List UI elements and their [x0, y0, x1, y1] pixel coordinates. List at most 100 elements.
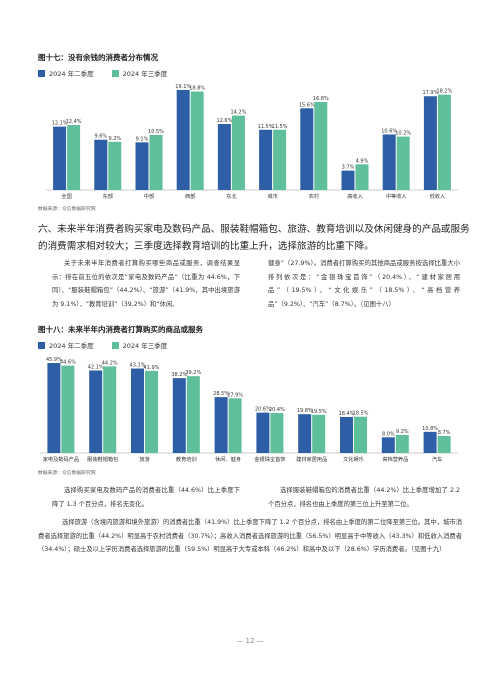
figure-18-data-label: 38.2% — [171, 372, 187, 378]
figure-18-category-label: 汽车 — [432, 455, 442, 463]
figure-17-bar — [149, 135, 163, 190]
figure-17-data-label: 10.5% — [148, 129, 164, 135]
figure-18-bar — [172, 378, 186, 453]
figure-17-bar — [273, 129, 287, 190]
figure-18-legend: 2024 年二季度 2024 年三季度 — [38, 340, 185, 350]
figure-18-data-label: 27.9% — [227, 392, 243, 398]
figure-17-bar — [108, 141, 122, 190]
figure-17-data-label: 9.2% — [108, 136, 121, 142]
figure-18-data-label: 8.7% — [438, 430, 451, 436]
legend-item-q2: 2024 年二季度 — [38, 68, 94, 78]
figure-18-bar — [312, 414, 326, 453]
figure-17-bar — [217, 124, 231, 190]
figure-17-data-label: 12.1% — [52, 121, 68, 127]
figure-17-category-label: 东部 — [103, 192, 113, 200]
figure-18-data-label: 41.9% — [144, 365, 160, 371]
figure-17-bar — [423, 96, 437, 190]
figure-17-title: 图十七：没有余钱的消费者分布情况 — [38, 53, 158, 62]
figure-17-data-label: 17.9% — [422, 90, 438, 96]
legend-swatch-q2 — [38, 341, 45, 349]
figure-18-data-label: 10.8% — [422, 426, 438, 432]
figure-18-bar — [145, 370, 158, 453]
legend-item-q2: 2024 年二季度 — [38, 340, 94, 350]
legend-swatch-q3 — [111, 69, 119, 77]
figure-17-bar — [396, 136, 410, 190]
figure-18-data-label: 19.8% — [297, 408, 313, 414]
figure-18-bar — [437, 435, 451, 453]
figure-17-category-label: 农村 — [309, 192, 319, 200]
figure-17-bar — [341, 170, 355, 190]
figure-17-data-label: 19.1% — [175, 84, 191, 90]
figure-17-bar — [314, 102, 328, 190]
paragraph-left: 关于未来半年消费者打算购买哪些商品或服务，调查结果显示：排在前五位的依次是“家电… — [52, 260, 240, 308]
figure-17-data-label: 18.8% — [189, 86, 205, 92]
figure-18-data-label: 19.5% — [311, 409, 327, 415]
figure-17-category-label: 西部 — [185, 192, 195, 200]
figure-17-source: 数据来源：众信数据研究院 — [38, 207, 96, 212]
figure-18-bar — [89, 370, 103, 453]
figure-18-bar — [131, 368, 144, 453]
figure-17-bar — [135, 142, 149, 190]
page-number: — 12 — — [236, 637, 264, 645]
figure-18-bar — [214, 397, 228, 453]
figure-17-category-label: 中等收入 — [386, 192, 407, 200]
figure-18-category-label: 休闲、健身 — [215, 455, 241, 463]
figure-18-bar — [395, 434, 409, 453]
figure-18-data-label: 39.2% — [185, 370, 201, 376]
figure-18-bar — [381, 437, 395, 453]
figure-18-data-label: 8.0% — [382, 431, 395, 437]
figure-17-data-label: 9.1% — [136, 136, 149, 142]
legend-label-q2: 2024 年二季度 — [49, 342, 94, 350]
figure-18-bar — [256, 412, 270, 453]
figure-17-data-label: 15.6% — [299, 102, 315, 108]
figure-17-bar — [355, 164, 369, 190]
figure-18-bar — [354, 416, 367, 453]
legend-label-q3: 2024 年三季度 — [122, 70, 168, 78]
figure-17-category-label: 中部 — [144, 192, 154, 200]
section-heading: 六、未来半年消费者购买家电及数码产品、服装鞋帽箱包、旅游、教育培训以及休闲健身的… — [38, 224, 470, 252]
figure-17-data-label: 11.5% — [272, 124, 288, 130]
figure-18-category-label: 高档营养品 — [382, 455, 408, 463]
figure-17-data-label: 12.6% — [216, 118, 232, 124]
figure-17-category-label: 全国 — [61, 192, 71, 200]
legend-label-q2: 2024 年二季度 — [49, 70, 94, 78]
figure-18-bar — [340, 416, 353, 453]
figure-18-category-label: 家电及数码产品 — [43, 455, 79, 463]
figure-18-data-label: 18.4% — [339, 411, 355, 417]
figure-17-bar — [94, 139, 108, 190]
figure-18-data-label: 9.2% — [396, 429, 409, 435]
figure-17-bar — [53, 126, 67, 190]
figure-17-data-label: 12.4% — [66, 119, 82, 125]
figure-18-category-label: 金银珠宝首饰 — [254, 455, 285, 463]
figure-18-category-label: 教育培训 — [176, 455, 197, 463]
figure-17-legend: 2024 年二季度 2024 年三季度 — [38, 68, 185, 78]
paragraph2-left: 选择购买家电及数码产品的消费者比重（44.6%）比上季度下降了 1.3 个百分点… — [52, 487, 240, 508]
figure-17-data-label: 4.9% — [356, 158, 369, 164]
figure-18-category-label: 文化娱乐 — [343, 455, 364, 463]
figure-17-data-label: 11.5% — [258, 124, 274, 130]
figure-17-data-label: 10.2% — [395, 131, 411, 137]
figure-18-bar — [228, 398, 242, 453]
figure-17-category-label: 城市 — [267, 192, 277, 200]
figure-17-bar — [67, 125, 81, 190]
figure-18-bar — [61, 365, 75, 453]
figure-18-bar — [103, 366, 117, 453]
figure-17-data-label: 9.6% — [94, 134, 107, 140]
figure-17-data-label: 16.8% — [313, 96, 329, 102]
figure-18-data-label: 42.1% — [88, 364, 104, 370]
figure-18-data-label: 18.5% — [353, 411, 369, 417]
figure-17-data-label: 10.6% — [381, 128, 397, 134]
paragraph3: 选择旅游（含境内旅游和境外旅游）的消费者比重（41.9%）比上季度下降了 1.2… — [38, 519, 462, 554]
figure-18-title: 图十八：未来半年内消费者打算购买的商品或服务 — [38, 325, 203, 334]
figure-17-bar — [382, 134, 396, 190]
figure-18-data-label: 20.4% — [269, 407, 285, 413]
figure-18-data-label: 45.9% — [46, 357, 62, 363]
figure-17-data-label: 3.7% — [342, 165, 355, 171]
figure-18-source: 数据来源：众信数据研究院 — [38, 471, 96, 476]
figure-17-data-label: 18.2% — [436, 89, 452, 95]
figure-18-bar — [186, 376, 200, 453]
figure-17-bar — [176, 89, 190, 190]
figure-17-category-label: 高收入 — [347, 192, 363, 200]
paragraph2-right: 选择服装鞋帽箱包的消费者比重（44.2%）比上季度增加了 2.2 个百分点，排名… — [268, 487, 460, 508]
